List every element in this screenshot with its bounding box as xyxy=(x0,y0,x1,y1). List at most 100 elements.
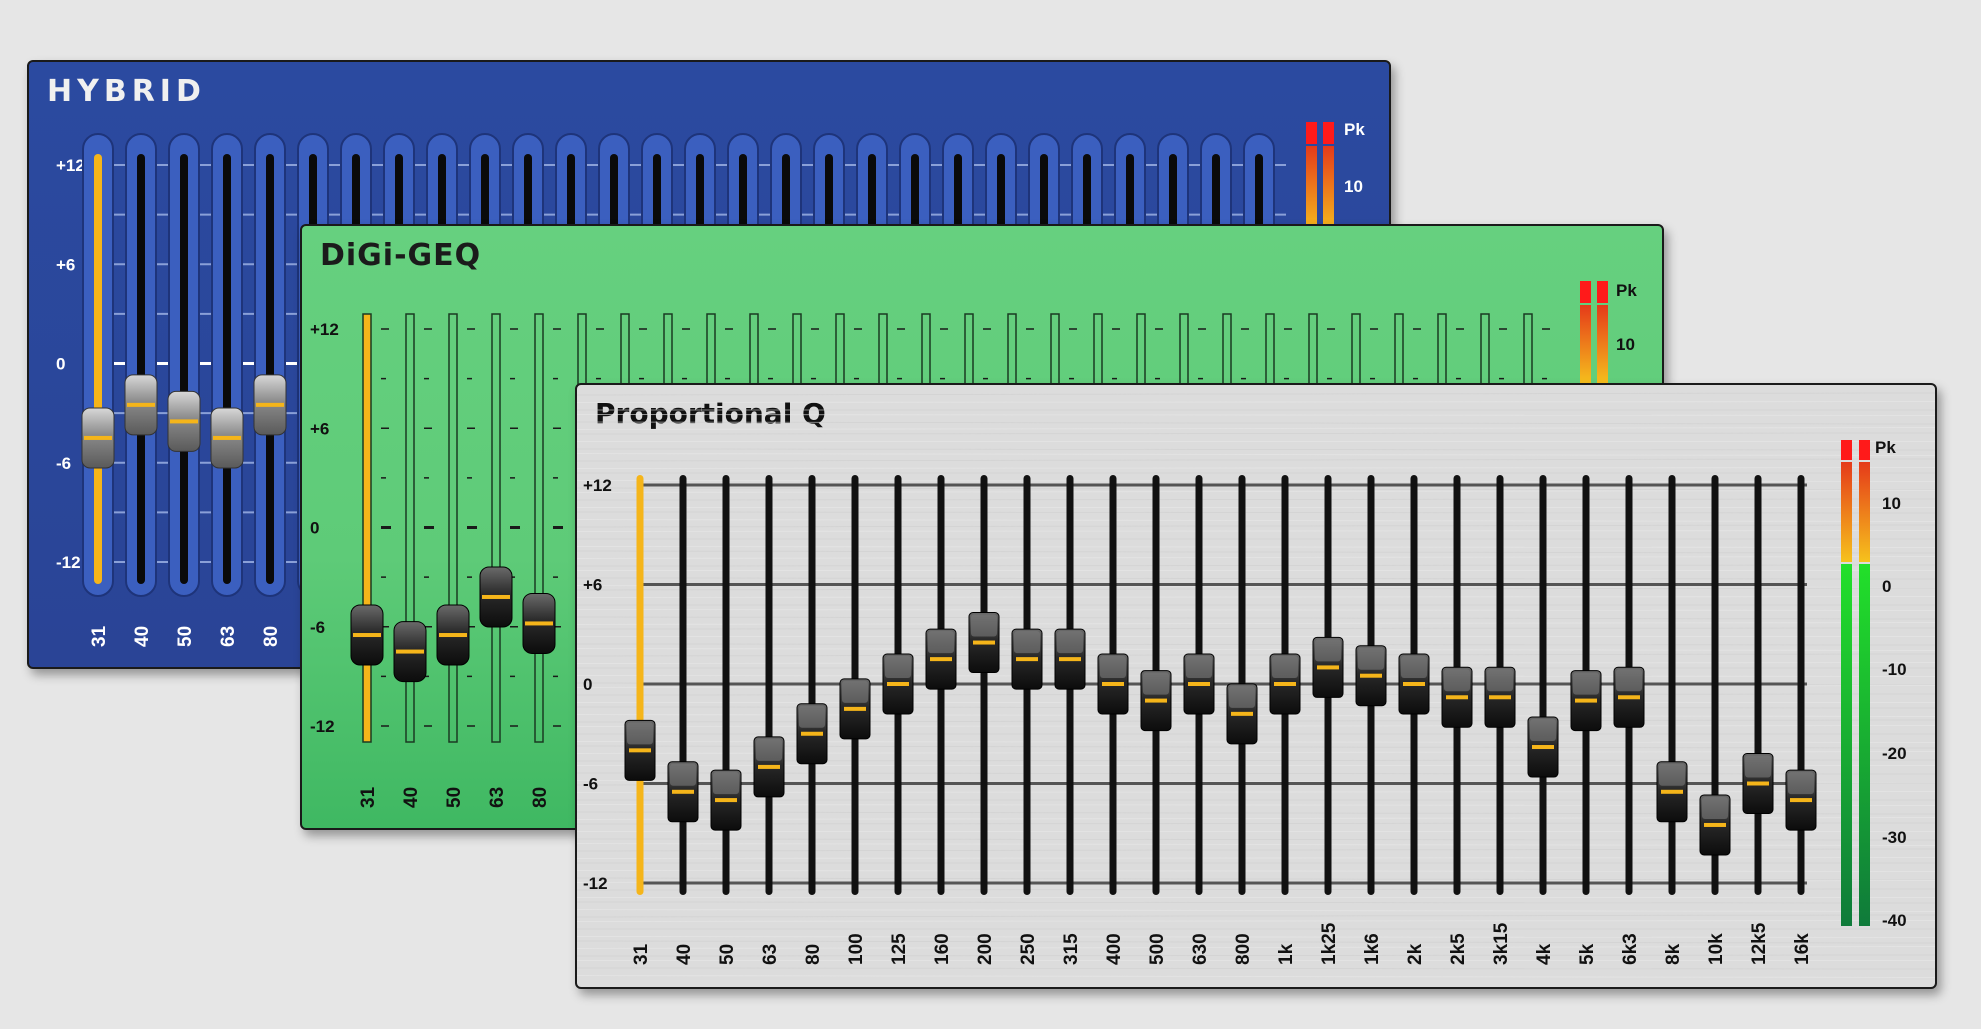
prop-knob-highlight xyxy=(1573,672,1599,695)
prop-texture-line xyxy=(577,870,1935,872)
prop-knob-highlight xyxy=(627,722,653,745)
digi-title: DiGi-GEQ xyxy=(320,238,482,273)
prop-texture-line xyxy=(577,804,1935,806)
digi-scale-label: -6 xyxy=(310,618,325,637)
prop-texture-line xyxy=(577,490,1935,493)
prop-band-label: 16k xyxy=(1792,933,1813,965)
digi-band-label: 80 xyxy=(530,787,551,808)
digi-peak-label: Pk xyxy=(1616,281,1637,300)
prop-fader-track xyxy=(679,475,687,895)
digi-band-label: 31 xyxy=(358,786,379,808)
prop-texture-line xyxy=(577,811,1935,815)
prop-knob-highlight xyxy=(1401,656,1427,678)
prop-band-label: 250 xyxy=(1018,933,1039,965)
prop-knob-line xyxy=(1575,698,1597,703)
prop-band-label: 200 xyxy=(975,933,996,965)
digi-knob-line xyxy=(482,594,510,599)
hybrid-band-label: 31 xyxy=(89,625,110,647)
prop-meter-lower-right xyxy=(1859,564,1870,926)
prop-knob-line xyxy=(672,789,694,794)
hybrid-knob-line xyxy=(127,402,155,407)
prop-band-label: 315 xyxy=(1061,933,1082,965)
prop-knob-highlight xyxy=(1487,669,1513,692)
prop-peak-light-right xyxy=(1859,440,1870,460)
prop-knob-highlight xyxy=(1745,755,1771,778)
digi-knob-line xyxy=(525,621,553,626)
prop-knob-line xyxy=(973,640,995,645)
digi-band-label: 63 xyxy=(487,787,508,808)
prop-texture-line xyxy=(577,843,1935,846)
prop-texture-line xyxy=(577,596,1935,598)
prop-knob-line xyxy=(1747,781,1769,786)
digi-peak-light-left xyxy=(1580,281,1591,303)
prop-knob-highlight xyxy=(842,680,868,703)
prop-texture-line xyxy=(577,914,1935,918)
prop-fader-track xyxy=(636,475,644,895)
prop-knob-highlight xyxy=(1014,631,1040,654)
hybrid-fader-track xyxy=(94,154,102,584)
prop-texture-line xyxy=(577,401,1935,403)
prop-scale-label: -12 xyxy=(583,874,608,893)
prop-band-label: 500 xyxy=(1147,933,1168,965)
prop-fader-track xyxy=(1711,475,1719,895)
prop-knob-line xyxy=(715,798,737,803)
hybrid-fader-track xyxy=(266,154,274,584)
prop-meter-scale-label: 10 xyxy=(1882,494,1901,513)
prop-knob-highlight xyxy=(1057,631,1083,654)
prop-texture-line xyxy=(577,498,1935,501)
prop-scale-label: 0 xyxy=(583,675,592,694)
hybrid-band-label: 63 xyxy=(218,626,239,647)
digi-fader-track xyxy=(491,313,501,743)
prop-knob-line xyxy=(801,731,823,736)
prop-scale-label: -6 xyxy=(583,775,598,794)
prop-texture-line xyxy=(577,772,1935,775)
prop-band-label: 80 xyxy=(803,944,824,965)
prop-peak-label: Pk xyxy=(1875,438,1896,457)
digi-band-label: 40 xyxy=(401,787,422,808)
prop-knob-highlight xyxy=(713,772,739,795)
prop-texture-line xyxy=(577,564,1935,567)
prop-texture-line xyxy=(577,791,1935,793)
prop-texture-line xyxy=(577,467,1935,469)
prop-band-label: 3k15 xyxy=(1491,922,1512,965)
prop-knob-line xyxy=(1188,682,1210,686)
hybrid-peak-label: Pk xyxy=(1344,120,1365,139)
prop-band-label: 40 xyxy=(674,944,695,965)
prop-knob-line xyxy=(1145,698,1167,703)
prop-knob-highlight xyxy=(1530,719,1556,742)
prop-scale-label: +6 xyxy=(583,576,602,595)
proportional-q-panel: Proportional Q +12 +6 0 -6 -12 31 40 50 63 80 100 1… xyxy=(575,383,1937,989)
prop-texture-line xyxy=(577,511,1935,514)
prop-band-label: 50 xyxy=(717,944,738,965)
prop-texture-line xyxy=(577,519,1935,522)
prop-knob-highlight xyxy=(1659,763,1685,786)
prop-knob-highlight xyxy=(1616,669,1642,692)
hybrid-scale-label: -12 xyxy=(56,553,81,572)
prop-texture-line xyxy=(577,675,1935,677)
prop-knob-line xyxy=(930,657,952,662)
prop-knob-line xyxy=(1790,798,1812,803)
prop-texture-line xyxy=(577,587,1935,591)
prop-knob-line xyxy=(629,748,651,753)
prop-texture-line xyxy=(577,936,1935,938)
prop-knob-line xyxy=(1403,682,1425,686)
prop-texture-line xyxy=(577,556,1935,559)
prop-meter-scale-label: -20 xyxy=(1882,744,1907,763)
prop-knob-highlight xyxy=(756,738,782,761)
hybrid-peak-light-right xyxy=(1323,122,1334,144)
prop-scale-label: +12 xyxy=(583,476,612,495)
prop-texture-line xyxy=(577,946,1935,949)
hybrid-band-label: 80 xyxy=(261,626,282,647)
prop-fader-track xyxy=(1797,475,1805,895)
prop-peak-light-left xyxy=(1841,440,1852,460)
prop-texture-line xyxy=(577,888,1935,891)
prop-knob-line xyxy=(1016,657,1038,662)
prop-fader-track xyxy=(1539,475,1547,895)
prop-knob-highlight xyxy=(971,614,997,637)
prop-texture-line xyxy=(577,920,1935,922)
digi-meter-scale-label: 10 xyxy=(1616,335,1635,354)
hybrid-scale-label: +6 xyxy=(56,255,75,274)
digi-meter-left xyxy=(1580,305,1591,385)
prop-band-label: 400 xyxy=(1104,933,1125,965)
prop-band-label: 1k xyxy=(1276,943,1297,965)
